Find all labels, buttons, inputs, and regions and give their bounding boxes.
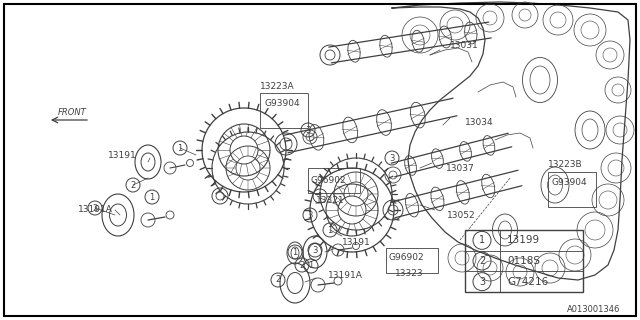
- Text: 1: 1: [479, 235, 485, 245]
- Text: 13037: 13037: [446, 164, 475, 172]
- Text: 3: 3: [305, 125, 310, 134]
- Text: 2: 2: [92, 204, 98, 212]
- Text: A013001346: A013001346: [566, 305, 620, 314]
- Bar: [260, 93, 308, 128]
- Text: 13191: 13191: [108, 150, 137, 159]
- Bar: [548, 172, 596, 207]
- Text: 13034: 13034: [465, 117, 493, 126]
- Text: 3: 3: [479, 277, 485, 287]
- Text: FRONT: FRONT: [58, 108, 87, 116]
- Bar: [465, 230, 583, 292]
- Text: G96902: G96902: [310, 175, 346, 185]
- Text: 13223B: 13223B: [548, 159, 582, 169]
- Text: 2: 2: [131, 180, 136, 189]
- Text: 3: 3: [389, 154, 395, 163]
- Text: 3: 3: [312, 245, 317, 254]
- Text: G96902: G96902: [388, 252, 424, 261]
- Text: 1: 1: [328, 226, 333, 235]
- Text: 1: 1: [308, 261, 314, 270]
- Text: 13323: 13323: [395, 268, 424, 277]
- Text: G74216: G74216: [507, 277, 548, 287]
- Bar: [308, 168, 360, 193]
- Text: 3: 3: [307, 211, 313, 220]
- Text: 13191A: 13191A: [328, 270, 363, 279]
- Text: 13191A: 13191A: [78, 204, 113, 213]
- Text: 1: 1: [317, 191, 323, 201]
- Text: 1: 1: [177, 143, 182, 153]
- Text: 13199: 13199: [507, 235, 540, 245]
- Text: 13031: 13031: [450, 41, 479, 50]
- Bar: [386, 248, 438, 273]
- Text: 1: 1: [292, 247, 298, 257]
- Text: 2: 2: [300, 260, 305, 269]
- Text: G93904: G93904: [552, 178, 588, 187]
- Text: 13191: 13191: [342, 237, 371, 246]
- Text: 13223A: 13223A: [260, 82, 294, 91]
- Text: 13321: 13321: [316, 196, 344, 204]
- Text: 2: 2: [275, 276, 280, 284]
- Text: 13052: 13052: [447, 211, 476, 220]
- Text: G93904: G93904: [264, 99, 300, 108]
- Text: 1: 1: [149, 193, 155, 202]
- Text: 2: 2: [479, 256, 485, 266]
- Text: 0118S: 0118S: [507, 256, 540, 266]
